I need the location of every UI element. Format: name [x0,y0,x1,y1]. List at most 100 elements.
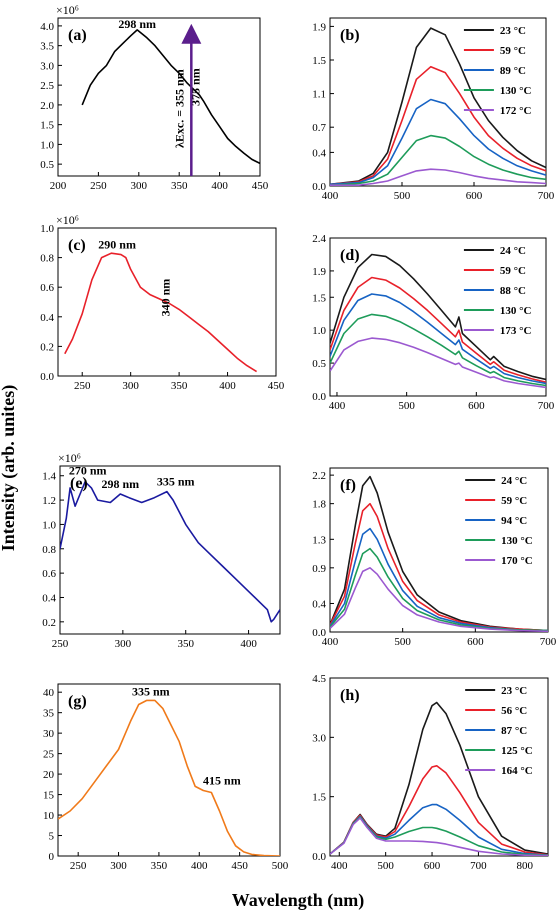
annotation-g: 415 nm [203,773,241,787]
y-tick-label-b: 0.7 [312,122,326,134]
x-tick-label-b: 600 [466,190,483,202]
y-tick-label-e: 0.4 [42,592,56,604]
series-line-b-1 [330,65,546,186]
curves-e [60,480,280,623]
y-tick-label-e: 1.0 [42,519,56,531]
x-tick-label-e: 350 [177,638,194,650]
y-tick-label-e: 0.2 [42,617,56,629]
legend-label-f: 130 °C [501,535,533,547]
legend-label-h: 56 °C [501,705,527,717]
y-tick-label-b: 1.1 [312,89,326,101]
excitation-label: λExc. = 355 nm [172,69,186,148]
series-line-a-0 [81,29,260,165]
series-line-d-2 [330,293,546,385]
y-tick-label-h: 1.5 [312,792,326,804]
y-tick-label-b: 1.5 [312,55,326,67]
y-tick-label-g: 25 [43,749,55,761]
x-tick-label-e: 250 [52,638,69,650]
plot-frame-a [57,17,261,177]
x-tick-label-d: 600 [468,400,485,412]
panel-b: 400 500 600 700 0.0 0.4 0.7 1.1 1.5 1.9 23 °C 59 °C… [312,17,555,202]
x-tick-label-g: 400 [191,860,208,872]
y-tick-label-c: 0.6 [40,282,54,294]
legend-label-b: 89 °C [500,65,526,77]
panel-c: 250 300 350 400 450 0.0 0.2 0.4 0.6 0.8 1.0×10⁶ (c)… [40,213,285,392]
y-tick-label-g: 40 [43,687,55,699]
y-tick-label-b: 1.9 [312,21,326,33]
series-line-f-2 [330,527,548,632]
legend-label-d: 130 °C [500,305,532,317]
annotation-e: 335 nm [157,474,195,488]
series-line-f-4 [330,566,548,632]
annotation-e: 270 nm [69,464,107,478]
panel-label-e: (e) [70,475,88,492]
x-tick-label-a: 200 [50,180,67,192]
x-tick-label-c: 350 [171,380,188,392]
y-tick-label-b: 0.0 [312,181,326,193]
x-tick-label-f: 700 [540,636,557,648]
legend-label-h: 164 °C [501,765,533,777]
y-tick-label-h: 4.5 [312,673,326,685]
x-tick-label-a: 250 [90,180,107,192]
x-tick-label-g: 250 [70,860,87,872]
x-tick-label-c: 250 [74,380,91,392]
series-line-d-0 [330,253,546,381]
series-line-d-1 [330,276,546,383]
y-tick-label-a: 3.0 [40,60,54,72]
legend-label-b: 59 °C [500,45,526,57]
series-line-d-4 [330,337,546,389]
plot-frame-d [329,237,547,397]
y-tick-label-f: 1.8 [312,499,326,511]
panel-label-g: (g) [68,693,87,710]
plot-frame-c [57,227,277,377]
y-tick-label-e: 0.6 [42,568,56,580]
panel-label-d: (d) [340,247,360,264]
annotation-c: 290 nm [98,238,136,252]
curves-a [81,29,260,165]
panel-f: 400 500 600 700 0.0 0.4 0.9 1.3 1.8 2.2 24 °C 59 °C… [312,467,557,648]
legend-label-f: 24 °C [501,475,527,487]
panel-a: 200 250 300 350 400 450 0.5 1.0 1.5 2.0 2.5 3.0 3.5 4… [40,3,269,192]
panel-label-a: (a) [68,27,87,44]
y-tick-label-g: 35 [43,708,55,720]
y-tick-label-c: 0.0 [40,371,54,383]
panel-h: 400 500 600 700 800 0.0 1.5 3.0 4.5 23 °C 56 °C 87 … [312,673,549,872]
x-tick-label-h: 500 [377,860,394,872]
curves-d [330,253,546,389]
plot-frame-e [59,465,281,635]
curves-c [64,252,258,373]
x-tick-label-e: 300 [115,638,132,650]
series-line-h-4 [330,817,548,856]
x-tick-label-d: 400 [329,400,346,412]
y-tick-label-e: 1.2 [42,495,56,507]
y-axis-label: Intensity (arb. unites) [0,385,19,552]
series-line-h-2 [330,803,548,856]
x-axis-label: Wavelength (nm) [232,890,365,911]
y-tick-label-a: 1.0 [40,139,54,151]
series-line-b-4 [330,168,546,186]
annotation-a: 298 nm [118,17,156,31]
x-tick-label-b: 500 [394,190,411,202]
y-tick-label-f: 0.4 [312,598,326,610]
x-tick-label-h: 400 [331,860,348,872]
series-line-b-2 [330,98,546,186]
panel-label-b: (b) [340,27,360,44]
series-line-f-0 [330,475,548,632]
legend-label-f: 59 °C [501,495,527,507]
x-tick-label-a: 350 [171,180,188,192]
legend-label-f: 94 °C [501,515,527,527]
x-tick-label-f: 500 [394,636,411,648]
x-tick-label-g: 350 [151,860,168,872]
y-tick-label-g: 5 [49,831,55,843]
series-line-f-1 [330,502,548,632]
legend-label-h: 87 °C [501,725,527,737]
y-tick-label-c: 0.8 [40,253,54,265]
y-tick-label-c: 0.4 [40,312,54,324]
curves-h [330,701,548,856]
series-line-e-0 [60,480,280,623]
legend-label-d: 59 °C [500,265,526,277]
annotation-g: 335 nm [132,684,170,698]
y-tick-label-f: 0.9 [312,563,326,575]
y-tick-label-a: 3.5 [40,41,54,53]
